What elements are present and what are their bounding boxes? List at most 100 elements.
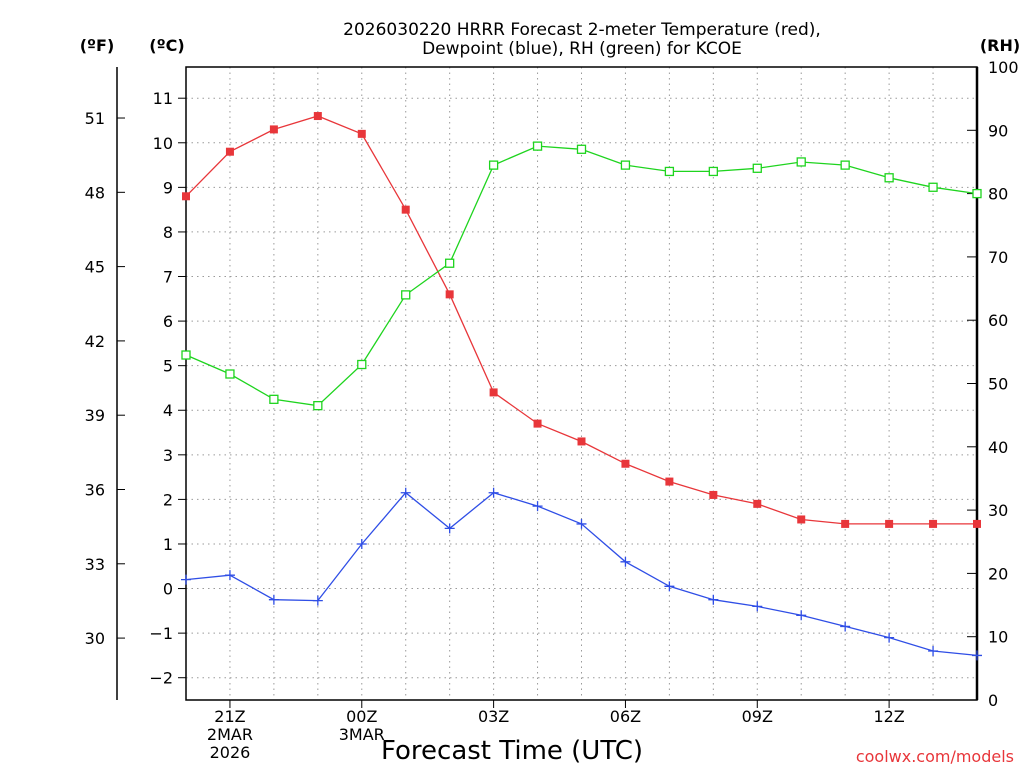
dewpoint-point xyxy=(312,595,323,606)
dewpoint-point xyxy=(796,610,807,621)
dewpoint-point xyxy=(532,501,543,512)
fahrenheit-tick-label: 51 xyxy=(85,109,105,128)
credit-watermark: coolwx.com/models xyxy=(856,747,1014,766)
rh-point xyxy=(884,173,894,183)
rh-tick-label: 10 xyxy=(988,628,1008,647)
rh-tick-label: 30 xyxy=(988,501,1008,520)
rh-point xyxy=(181,350,191,360)
celsius-tick-label: 5 xyxy=(163,357,173,376)
2-meter-temperature-point xyxy=(929,519,938,528)
2-meter-temperature-point xyxy=(269,125,278,134)
dewpoint-point xyxy=(576,518,587,529)
dewpoint-point xyxy=(224,570,235,581)
rh-tick-label: 20 xyxy=(988,564,1008,583)
rh-tick-label: 40 xyxy=(988,438,1008,457)
axes: −2−1012345678910113033363942454851010203… xyxy=(85,58,1019,762)
rh-point xyxy=(357,359,367,370)
rh-tick-label: 50 xyxy=(988,375,1008,394)
celsius-tick-label: 2 xyxy=(163,490,173,509)
dewpoint-point xyxy=(840,621,851,632)
rh-tick-label: 100 xyxy=(988,58,1019,77)
dewpoint-point xyxy=(664,581,675,592)
dewpoint-point xyxy=(928,645,939,656)
rh-point xyxy=(225,369,235,379)
rh-point xyxy=(708,166,718,177)
fahrenheit-tick-label: 36 xyxy=(85,480,105,499)
dewpoint-point xyxy=(268,594,279,605)
rh-point xyxy=(664,166,675,177)
2-meter-temperature-point xyxy=(489,388,498,397)
2-meter-temperature-point xyxy=(182,192,190,201)
2-meter-temperature-point xyxy=(753,499,762,508)
chart-title-line-1: 2026030220 HRRR Forecast 2-meter Tempera… xyxy=(343,20,821,40)
rh-tick-label: 70 xyxy=(988,248,1008,267)
2-meter-temperature-point xyxy=(401,205,410,214)
dewpoint-point xyxy=(400,487,411,498)
dewpoint-point xyxy=(488,487,499,498)
celsius-tick-label: 11 xyxy=(153,89,173,108)
fahrenheit-tick-label: 30 xyxy=(85,629,105,648)
2-meter-temperature-point xyxy=(621,459,630,468)
dewpoint-point xyxy=(356,538,367,549)
celsius-unit-label: (ºC) xyxy=(149,36,184,55)
celsius-tick-label: 0 xyxy=(163,580,173,599)
2-meter-temperature-point xyxy=(973,519,981,528)
2-meter-temperature-point xyxy=(313,112,322,121)
x-tick-label: 21Z xyxy=(214,707,245,726)
2-meter-temperature-point xyxy=(665,477,674,486)
rh-tick-label: 0 xyxy=(988,691,998,710)
rh-tick-label: 60 xyxy=(988,311,1008,330)
celsius-tick-label: 6 xyxy=(163,312,173,331)
celsius-tick-label: 7 xyxy=(163,268,173,287)
rh-point xyxy=(401,290,411,300)
2-meter-temperature-point xyxy=(577,437,586,446)
celsius-tick-label: 3 xyxy=(163,446,173,465)
chart-title: 2026030220 HRRR Forecast 2-meter Tempera… xyxy=(343,20,821,59)
2-meter-temperature-point xyxy=(357,129,366,138)
rh-point xyxy=(752,163,762,173)
rh-point xyxy=(840,160,850,170)
celsius-tick-label: 10 xyxy=(153,134,173,153)
celsius-tick-label: 1 xyxy=(163,535,173,554)
2-meter-temperature-point xyxy=(225,147,234,156)
rh-point xyxy=(313,401,323,411)
chart-title-line-2: Dewpoint (blue), RH (green) for KCOE xyxy=(422,39,742,59)
dewpoint-point xyxy=(620,556,631,567)
fahrenheit-tick-label: 33 xyxy=(85,555,105,574)
dewpoint-point xyxy=(884,632,895,643)
2-meter-temperature-point xyxy=(533,419,542,428)
rh-point xyxy=(972,188,982,199)
x-tick-label: 00Z xyxy=(346,707,377,726)
rh-point xyxy=(269,394,279,404)
2-meter-temperature-point xyxy=(841,519,850,528)
rh-point xyxy=(445,258,455,268)
rh-tick-label: 80 xyxy=(988,185,1008,204)
fahrenheit-tick-label: 45 xyxy=(85,258,105,277)
celsius-tick-label: 8 xyxy=(163,223,173,242)
x-tick-label: 2MAR xyxy=(207,725,253,744)
x-tick-label: 2026 xyxy=(210,743,251,762)
rh-point xyxy=(620,160,631,170)
rh-point xyxy=(928,182,938,192)
rh-unit-label: (RH) xyxy=(980,36,1020,55)
celsius-tick-label: 4 xyxy=(163,401,173,420)
celsius-tick-label: 9 xyxy=(163,178,173,197)
fahrenheit-tick-label: 39 xyxy=(85,406,105,425)
rh-point xyxy=(488,160,499,170)
dewpoint-point xyxy=(444,523,455,534)
x-tick-label: 03Z xyxy=(478,707,509,726)
x-axis-title: Forecast Time (UTC) xyxy=(381,736,643,766)
dewpoint-point xyxy=(752,601,763,612)
fahrenheit-unit-label: (ºF) xyxy=(80,36,115,55)
fahrenheit-tick-label: 48 xyxy=(85,183,105,202)
rh-tick-label: 90 xyxy=(988,121,1008,140)
dewpoint-point xyxy=(708,594,719,605)
rh-point xyxy=(532,141,543,151)
fahrenheit-tick-label: 42 xyxy=(85,332,105,351)
x-tick-label: 09Z xyxy=(742,707,773,726)
2-meter-temperature-point xyxy=(797,515,806,524)
celsius-tick-label: −1 xyxy=(149,624,173,643)
celsius-tick-label: −2 xyxy=(149,669,173,688)
dewpoint-point xyxy=(972,650,982,661)
